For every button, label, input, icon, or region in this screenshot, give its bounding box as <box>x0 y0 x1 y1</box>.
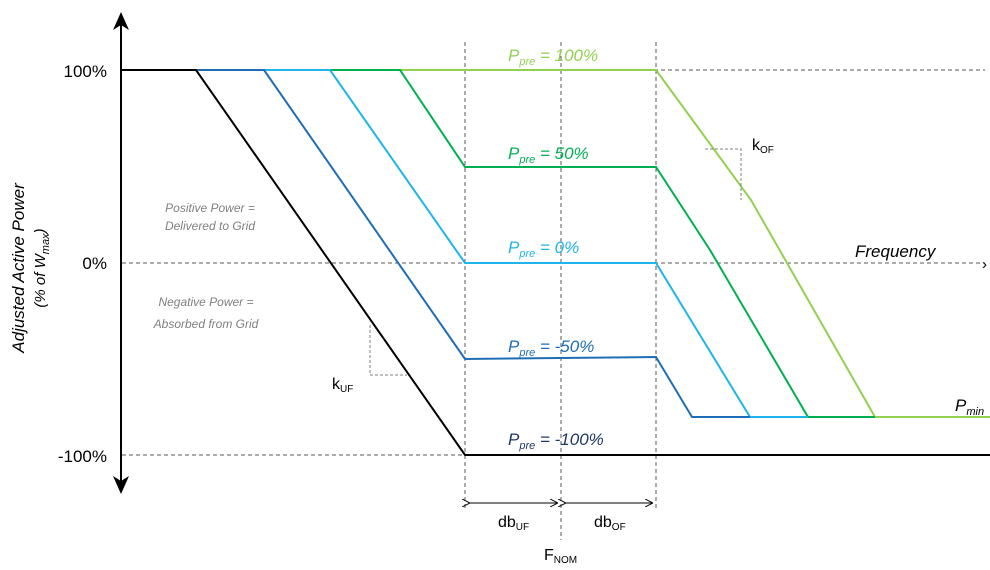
tick-100: 100% <box>64 62 107 81</box>
negative-power-note-1: Negative Power = <box>158 295 253 309</box>
positive-power-note-2: Delivered to Grid <box>165 219 255 233</box>
curve-ppre-neg50 <box>196 70 750 417</box>
db-of-label: dbOF <box>594 514 626 533</box>
label-ppre-50: Ppre = 50% <box>508 144 589 166</box>
y-axis-title: Adjusted Active Power (% of Wmax) <box>9 182 52 354</box>
y-axis-title-text: Adjusted Active Power <box>9 182 28 354</box>
label-ppre-neg100: Ppre = -100% <box>508 430 604 452</box>
positive-power-note-1: Positive Power = <box>165 201 255 215</box>
k-uf-slope-marker <box>370 325 407 375</box>
k-of-label: kOF <box>752 137 774 156</box>
tick-0: 0% <box>82 254 107 273</box>
tick-minus100: -100% <box>58 447 107 466</box>
label-ppre-100: Ppre = 100% <box>508 46 598 68</box>
k-of-slope-marker <box>705 149 741 200</box>
db-uf-label: dbUF <box>498 514 529 533</box>
k-uf-label: kUF <box>332 376 353 395</box>
x-axis-label: Frequency <box>855 242 937 261</box>
x-axis-arrow-glyph: › <box>982 256 987 273</box>
curve-ppre-50 <box>330 70 875 417</box>
negative-power-note-2: Absorbed from Grid <box>153 317 259 331</box>
label-ppre-neg50: Ppre = -50% <box>508 337 594 359</box>
p-min-label: Pmin <box>955 396 984 418</box>
label-ppre-0: Ppre = 0% <box>508 238 579 260</box>
y-axis-subtitle: (% of Wmax) <box>32 228 52 307</box>
f-nom-label: FNOM <box>544 547 577 566</box>
